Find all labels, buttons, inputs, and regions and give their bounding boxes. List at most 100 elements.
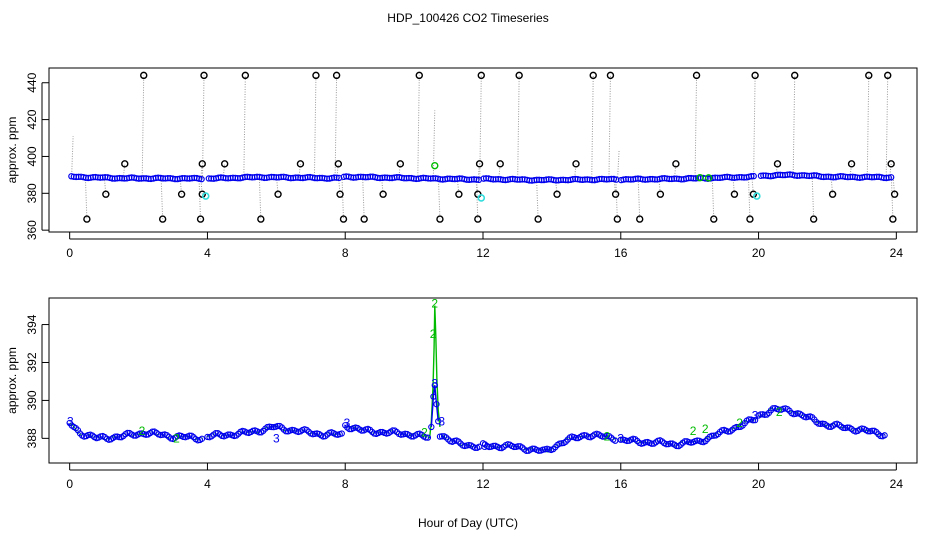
data-point-outlier — [475, 160, 484, 168]
data-point — [471, 444, 479, 451]
data-point — [422, 434, 429, 441]
data-point — [224, 431, 232, 438]
x-tick-label: 0 — [66, 477, 73, 491]
data-point — [844, 424, 851, 431]
data-point-outlier — [534, 215, 542, 223]
y-tick-label: 420 — [25, 109, 39, 129]
spike-trail — [334, 75, 338, 179]
data-point-outlier — [455, 190, 463, 198]
y-tick-label: 400 — [25, 146, 39, 166]
spike-trail — [475, 179, 479, 220]
data-point-outlier — [158, 215, 167, 223]
data-point — [599, 433, 607, 440]
data-point-outlier — [613, 215, 622, 223]
spike-trail — [711, 177, 715, 220]
data-point — [881, 432, 888, 439]
data-point-outlier — [572, 160, 580, 168]
point-label: 3 — [431, 376, 438, 390]
data-point-outlier — [312, 71, 320, 80]
data-point — [623, 437, 631, 445]
data-point-outlier — [336, 190, 344, 198]
point-label: 2 — [702, 422, 709, 436]
panel-bottom: 0 4 8 12 16 20 24 388 390 392 394 approx. ppm 3 3 3 3 3 3… — [5, 297, 918, 491]
spike-trail — [591, 75, 594, 180]
x-tick-label: 12 — [476, 477, 490, 491]
x-tick-label: 0 — [66, 246, 73, 260]
data-point-outlier — [515, 71, 523, 80]
data-point-outlier — [196, 215, 205, 223]
y-tick-label: 360 — [25, 220, 39, 240]
spike-trail — [103, 177, 107, 195]
data-point-outlier — [200, 71, 208, 80]
data-point — [136, 430, 144, 437]
data-point-cyan — [201, 192, 210, 200]
point-label: 3 — [481, 439, 488, 453]
data-point — [435, 418, 442, 425]
data-point — [438, 433, 446, 440]
data-point-outlier — [177, 190, 186, 198]
data-point — [408, 433, 415, 440]
point-label: 2 — [736, 416, 743, 430]
data-point — [663, 441, 670, 448]
data-point — [424, 434, 432, 441]
y-tick-label: 394 — [25, 314, 39, 334]
y-axis-label: approx. ppm — [5, 117, 19, 184]
point-label: 2 — [431, 297, 438, 311]
point-label: 2 — [173, 431, 180, 445]
spike-trail — [866, 75, 870, 178]
data-point-outlier — [198, 160, 206, 168]
spike-trail — [258, 177, 262, 220]
x-axis-label: Hour of Day (UTC) — [418, 516, 518, 530]
data-point-outlier — [828, 190, 837, 198]
data-point-outlier — [83, 215, 91, 223]
data-point — [529, 445, 536, 452]
point-label: 3 — [67, 414, 74, 428]
data-point — [124, 429, 131, 437]
x-tick-label: 8 — [342, 246, 349, 260]
data-point — [864, 428, 872, 435]
x-tick-label: 12 — [476, 246, 490, 260]
data-point — [431, 382, 438, 389]
data-point — [750, 172, 757, 180]
point-label: 2 — [139, 424, 146, 438]
data-point — [840, 424, 847, 432]
data-point — [885, 174, 892, 181]
spike-trail — [479, 75, 482, 180]
data-point-outlier — [241, 71, 250, 80]
data-point — [428, 423, 435, 431]
data-point — [430, 393, 437, 400]
spike-trail — [313, 75, 317, 178]
data-point-outlier — [636, 215, 644, 223]
data-point — [825, 423, 832, 430]
data-point — [490, 442, 497, 450]
spike-trail — [892, 177, 896, 195]
spike-trail — [141, 75, 145, 179]
data-point-outlier — [339, 215, 348, 223]
data-point-outlier — [730, 190, 739, 198]
data-point-outlier — [791, 71, 799, 80]
spike-trail — [417, 75, 420, 179]
data-point-outlier — [672, 160, 680, 168]
data-point — [111, 433, 119, 440]
spike-trail — [811, 175, 815, 220]
spike-trail — [160, 178, 164, 220]
data-point-cyan — [477, 194, 486, 202]
spike-trail — [747, 176, 751, 220]
data-point — [116, 433, 123, 441]
data-point-outlier — [360, 215, 368, 223]
gray-trail — [617, 150, 620, 180]
y-tick-label: 388 — [25, 428, 39, 448]
spike-trail — [890, 177, 894, 220]
data-point-outlier — [121, 160, 129, 168]
data-point — [377, 428, 384, 436]
point-label: 3 — [438, 414, 445, 428]
spike-trail — [517, 75, 520, 180]
data-point-outlier — [296, 160, 305, 168]
x-tick-label: 24 — [890, 246, 904, 260]
data-point — [642, 439, 649, 446]
data-point-outlier — [889, 215, 897, 223]
spike-trail — [694, 75, 698, 179]
point-label: 3 — [273, 431, 280, 445]
data-point-green — [696, 173, 704, 182]
